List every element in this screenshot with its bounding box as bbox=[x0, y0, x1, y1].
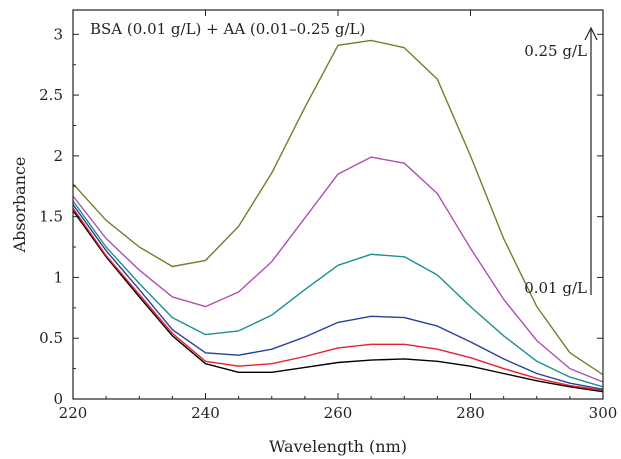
series-line-2 bbox=[72, 207, 604, 392]
x-axis-label: Wavelength (nm) bbox=[269, 437, 407, 456]
low-concentration-label: 0.01 g/L bbox=[524, 279, 587, 297]
x-tick-label: 240 bbox=[191, 404, 220, 422]
series-line-6 bbox=[72, 39, 604, 376]
y-tick-label: 1.5 bbox=[39, 208, 63, 226]
chart-annotation-title: BSA (0.01 g/L) + AA (0.01–0.25 g/L) bbox=[90, 20, 365, 38]
high-concentration-label: 0.25 g/L bbox=[524, 42, 587, 60]
x-tick-label: 260 bbox=[324, 404, 353, 422]
plot-frame bbox=[72, 9, 604, 400]
y-tick-label: 3 bbox=[53, 25, 63, 43]
axis-ticks: 220 240 260 280 300 0 0.5 1 1.5 2 2.5 3 bbox=[39, 10, 617, 422]
series-line-5 bbox=[72, 156, 604, 383]
y-tick-label: 1 bbox=[53, 268, 63, 286]
series-line-1 bbox=[72, 210, 604, 393]
increasing-concentration-arrow-icon bbox=[584, 26, 598, 295]
plot-lines bbox=[72, 39, 604, 393]
y-tick-label: 2.5 bbox=[39, 86, 63, 104]
y-tick-label: 0 bbox=[53, 390, 63, 408]
x-tick-label: 300 bbox=[589, 404, 618, 422]
arrow-head bbox=[584, 26, 598, 41]
y-axis-label: Absorbance bbox=[10, 157, 29, 254]
y-tick-label: 2 bbox=[53, 147, 63, 165]
series-line-3 bbox=[72, 204, 604, 390]
x-tick-label: 280 bbox=[456, 404, 485, 422]
y-tick-label: 0.5 bbox=[39, 329, 63, 347]
x-tick-label: 220 bbox=[59, 404, 88, 422]
series-line-4 bbox=[72, 200, 604, 388]
